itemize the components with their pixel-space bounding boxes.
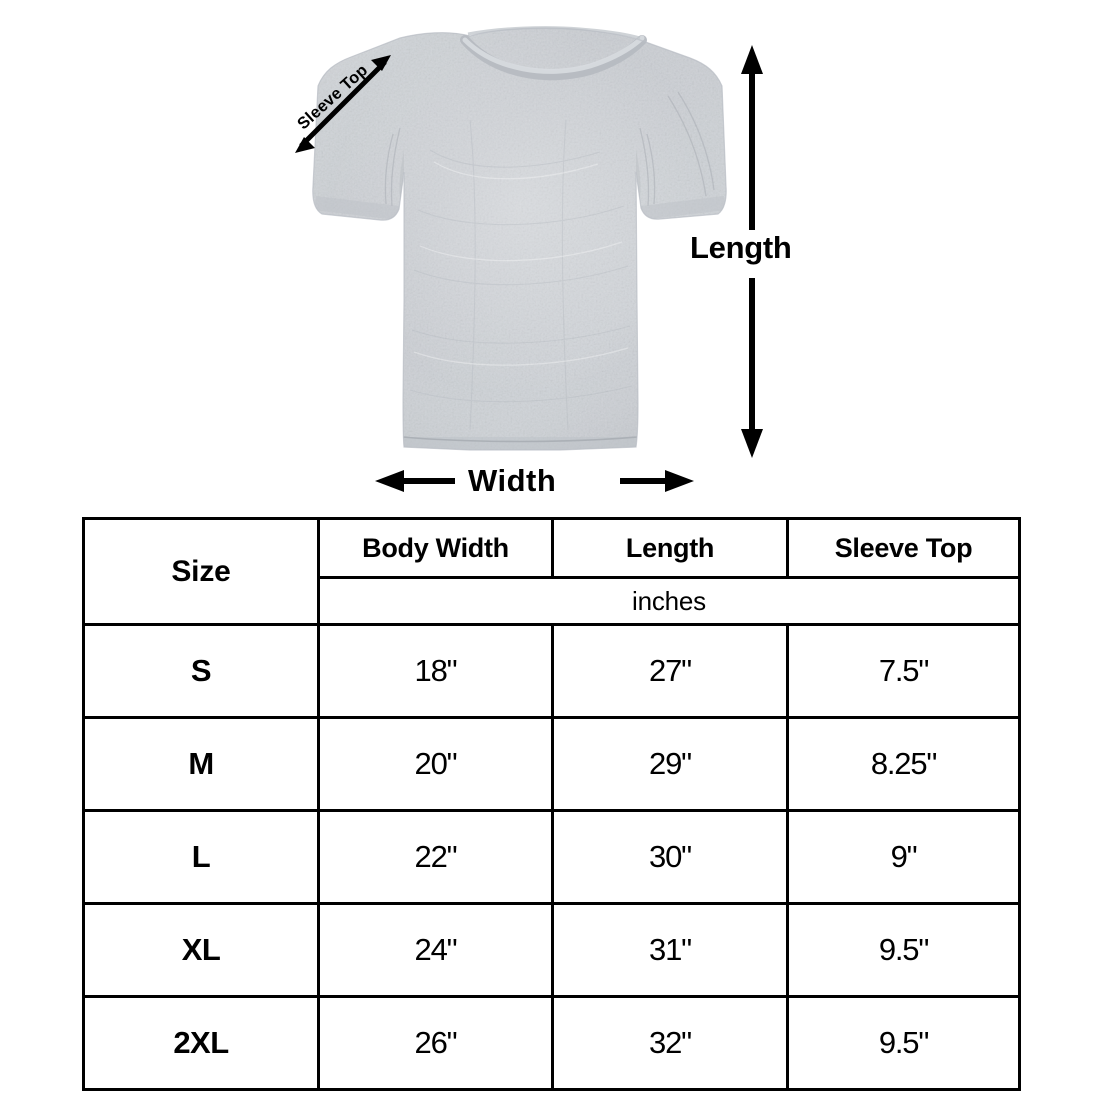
table-header-row: Size Body Width Length Sleeve Top [82,517,1021,626]
width-label: Width [468,463,557,498]
length-value: 27" [551,623,789,719]
column-header-size: Size [82,517,320,626]
table-row: 2XL 26" 32" 9.5" [82,995,1021,1091]
size-label: 2XL [82,995,320,1091]
body-width-value: 20" [317,716,554,812]
tshirt-illustration [295,26,763,492]
column-header-length: Length [551,517,789,579]
width-arrow [375,470,694,492]
sleeve-top-value: 9" [786,809,1021,905]
length-value: 31" [551,902,789,998]
size-label: M [82,716,320,812]
length-label: Length [690,230,792,265]
column-header-sleeve-top: Sleeve Top [786,517,1021,579]
body-width-value: 26" [317,995,554,1091]
size-label: L [82,809,320,905]
size-label: S [82,623,320,719]
table-row: L 22" 30" 9" [82,809,1021,905]
table-row: M 20" 29" 8.25" [82,716,1021,812]
body-width-value: 24" [317,902,554,998]
sleeve-top-value: 7.5" [786,623,1021,719]
garment-measurement-diagram: Sleeve Top Length Width [0,0,1100,505]
units-label: inches [317,576,1021,626]
table-row: S 18" 27" 7.5" [82,623,1021,719]
size-label: XL [82,902,320,998]
length-value: 32" [551,995,789,1091]
table-units-row: inches [84,576,1021,626]
sleeve-top-arrow [295,55,391,153]
body-width-value: 22" [317,809,554,905]
size-chart-table: Size Body Width Length Sleeve Top inches… [82,517,1021,1091]
table-row: XL 24" 31" 9.5" [82,902,1021,998]
body-width-value: 18" [317,623,554,719]
length-value: 29" [551,716,789,812]
length-arrow [741,45,763,458]
column-header-body-width: Body Width [317,517,554,579]
sleeve-top-value: 9.5" [786,995,1021,1091]
length-value: 30" [551,809,789,905]
sleeve-top-value: 9.5" [786,902,1021,998]
tshirt-body [312,28,727,450]
sleeve-top-value: 8.25" [786,716,1021,812]
